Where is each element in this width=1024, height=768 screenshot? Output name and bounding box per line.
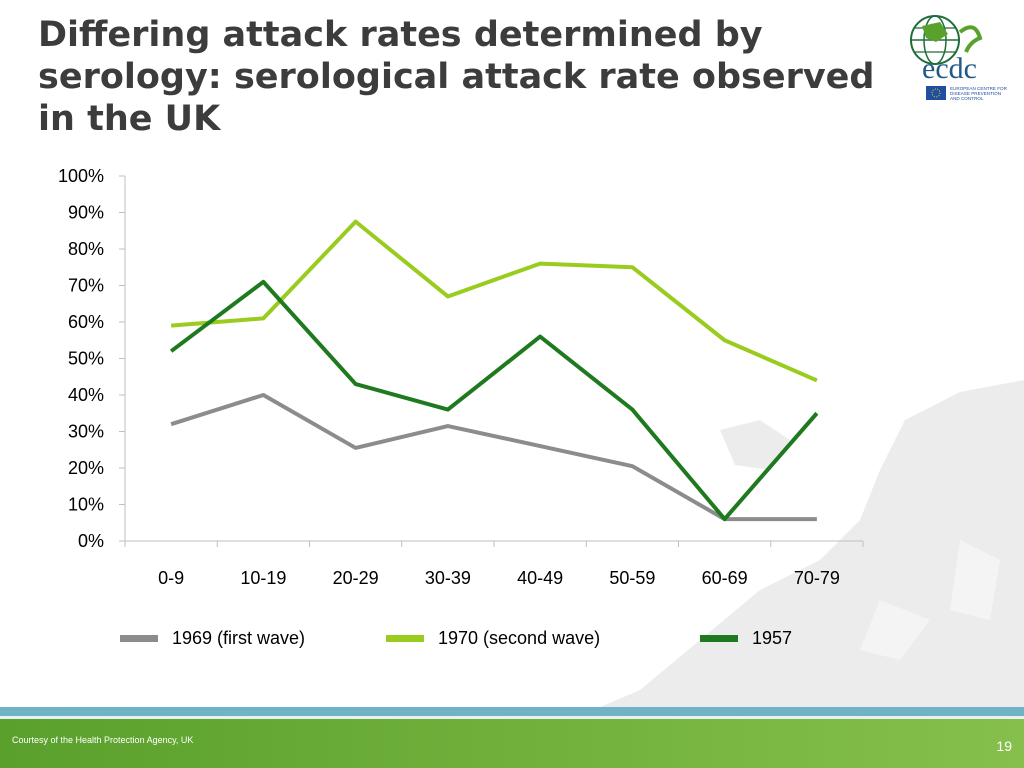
x-tick-label: 60-69	[702, 568, 748, 588]
logo-subtitle-1: EUROPEAN CENTRE FOR	[950, 86, 1008, 91]
y-tick-label: 40%	[68, 385, 104, 405]
legend-swatch	[386, 634, 424, 642]
footer-credit: Courtesy of the Health Protection Agency…	[12, 735, 194, 745]
legend-label: 1957	[752, 627, 793, 648]
x-tick-label: 30-39	[425, 568, 471, 588]
slide-title: Differing attack rates determined by ser…	[38, 15, 875, 139]
legend-item: 1957	[700, 626, 792, 650]
y-tick-label: 0%	[78, 531, 104, 551]
y-tick-label: 30%	[68, 422, 104, 442]
x-tick-label: 10-19	[240, 568, 286, 588]
ecdc-logo: ecdc EUROPEAN CENTRE FOR DISEASE PREVENT…	[910, 15, 1008, 101]
y-tick-label: 100%	[58, 166, 104, 186]
y-tick-label: 20%	[68, 458, 104, 478]
legend-label: 1970 (second wave)	[438, 627, 601, 648]
legend-swatch	[700, 634, 738, 642]
x-tick-label: 20-29	[333, 568, 379, 588]
attack-rate-line-chart: 0% 10% 20% 30% 40% 50% 60% 70% 80% 90% 100% 0-9 10-1…	[58, 166, 864, 588]
eu-flag-icon	[926, 86, 946, 100]
y-tick-label: 70%	[68, 276, 104, 296]
series-line-1	[170, 219, 818, 383]
legend-item: 1970 (second wave)	[386, 626, 600, 650]
footer-bar: Courtesy of the Health Protection Agency…	[0, 719, 1024, 768]
y-tick-label: 60%	[68, 312, 104, 332]
legend-label: 1969 (first wave)	[172, 627, 306, 648]
logo-subtitle-3: AND CONTROL	[950, 96, 984, 101]
y-tick-label: 90%	[68, 203, 104, 223]
x-tick-label: 40-49	[517, 568, 563, 588]
y-tick-label: 80%	[68, 239, 104, 259]
x-tick-label: 0-9	[158, 568, 184, 588]
logo-subtitle-2: DISEASE PREVENTION	[950, 91, 1001, 96]
footer-stripe	[0, 707, 1024, 716]
x-tick-label: 50-59	[609, 568, 655, 588]
series-line-2	[169, 279, 819, 522]
page-number: 19	[996, 738, 1012, 754]
chart-legend: 1969 (first wave) 1970 (second wave) 1957	[120, 626, 880, 650]
legend-item: 1969 (first wave)	[120, 626, 305, 650]
y-tick-label: 50%	[68, 349, 104, 369]
legend-swatch	[120, 634, 158, 642]
series-line-0	[170, 393, 817, 522]
logo-text: ecdc	[922, 52, 977, 85]
x-tick-label: 70-79	[794, 568, 840, 588]
globe-icon	[910, 15, 983, 65]
y-tick-label: 10%	[68, 495, 104, 515]
footer-stripe-highlight	[0, 716, 1024, 719]
